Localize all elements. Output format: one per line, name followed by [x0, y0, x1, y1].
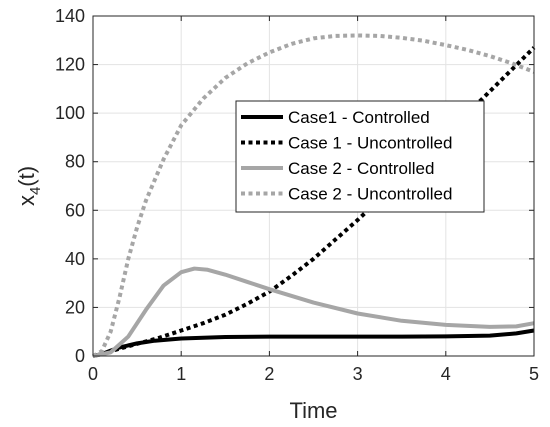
y-axis-label-subscript: 4 — [27, 187, 44, 195]
y-axis-label: x4(t) — [14, 166, 44, 206]
y-axis-label-tail: (t) — [14, 166, 39, 187]
y-tick-label: 0 — [75, 346, 85, 366]
y-tick-label: 40 — [65, 249, 85, 269]
x-tick-label: 0 — [88, 364, 98, 384]
y-tick-label: 60 — [65, 200, 85, 220]
series-line-4 — [92, 33, 535, 358]
x-axis-label: Time — [289, 398, 337, 423]
x-tick-label: 3 — [353, 364, 363, 384]
y-tick-label: 100 — [55, 103, 85, 123]
x-tick-label: 4 — [441, 364, 451, 384]
x-tick-label: 1 — [176, 364, 186, 384]
series-line-3 — [92, 266, 535, 358]
tick-labels: 0 1 2 3 4 5 0 20 40 60 80 100 120 140 — [55, 6, 539, 384]
legend-label-1: Case1 - Controlled — [288, 108, 430, 127]
y-tick-label: 140 — [55, 6, 85, 26]
y-tick-label: 80 — [65, 152, 85, 172]
legend-box — [235, 100, 485, 213]
legend-label-2: Case 1 - Uncontrolled — [288, 134, 452, 153]
y-tick-label: 20 — [65, 297, 85, 317]
series-line-1 — [92, 328, 535, 358]
plot-frame — [92, 15, 535, 357]
y-tick-label: 120 — [55, 55, 85, 75]
legend: Case1 - Controlled Case 1 - Uncontrolled C… — [235, 100, 485, 213]
x-tick-label: 5 — [529, 364, 539, 384]
x-tick-label: 2 — [264, 364, 274, 384]
legend-label-3: Case 2 - Controlled — [288, 159, 434, 178]
legend-label-4: Case 2 - Uncontrolled — [288, 185, 452, 204]
y-axis-label-main: x — [14, 195, 39, 206]
